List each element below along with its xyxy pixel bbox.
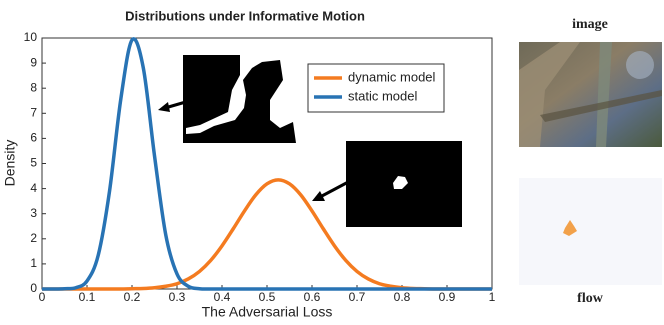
image-label: image bbox=[572, 17, 608, 32]
y-tick-label: 10 bbox=[24, 30, 38, 44]
arrow bbox=[319, 178, 353, 199]
arrow bbox=[164, 97, 197, 110]
y-tick-label: 9 bbox=[30, 55, 37, 69]
y-tick-label: 8 bbox=[30, 80, 37, 94]
x-tick-label: 0.2 bbox=[124, 290, 141, 304]
x-axis-label: The Adversarial Loss bbox=[202, 304, 333, 320]
legend-label: dynamic model bbox=[348, 69, 436, 84]
x-tick-label: 0.6 bbox=[304, 290, 321, 304]
x-tick-label: 1 bbox=[489, 290, 496, 304]
y-tick-label: 4 bbox=[30, 181, 37, 195]
y-tick-label: 5 bbox=[30, 156, 37, 170]
x-tick-label: 0.3 bbox=[169, 290, 186, 304]
inset-dynamic-mask bbox=[346, 141, 462, 227]
x-tick-label: 0.7 bbox=[349, 290, 366, 304]
arrow-head bbox=[158, 102, 170, 112]
y-tick-label: 1 bbox=[30, 256, 37, 270]
y-tick-label: 7 bbox=[30, 105, 37, 119]
y-tick-label: 2 bbox=[30, 231, 37, 245]
arrow-head bbox=[312, 191, 325, 201]
y-tick-label: 6 bbox=[30, 131, 37, 145]
line-series bbox=[41, 37, 492, 291]
x-tick-label: 0.8 bbox=[394, 290, 411, 304]
x-tick-label: 0.9 bbox=[439, 290, 456, 304]
flow-image bbox=[519, 178, 662, 285]
image-photo bbox=[519, 42, 662, 147]
y-tick-label: 0 bbox=[30, 281, 37, 295]
x-tick-label: 0 bbox=[39, 290, 46, 304]
x-tick-label: 0.5 bbox=[259, 290, 276, 304]
chart-title: Distributions under Informative Motion bbox=[125, 8, 365, 23]
y-axis-label: Density bbox=[2, 140, 18, 187]
x-tick-label: 0.4 bbox=[214, 290, 231, 304]
legend-box bbox=[307, 63, 445, 113]
y-tick-label: 3 bbox=[30, 206, 37, 220]
inset-static-mask bbox=[183, 55, 300, 143]
x-tick-label: 0.1 bbox=[79, 290, 96, 304]
legend-label: static model bbox=[348, 88, 417, 103]
flow-label: flow bbox=[577, 291, 604, 306]
